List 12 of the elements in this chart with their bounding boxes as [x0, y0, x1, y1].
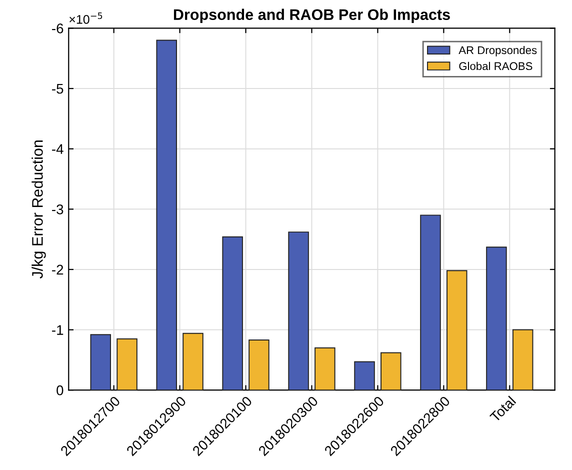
- text: ×10$^{−5}$: [70, 12, 102, 24]
- y-tick-label: -2: [52, 264, 64, 274]
- y-axis-title: J/kg Error Reduction: [32, 140, 46, 279]
- y-tick-label: -4: [52, 144, 64, 154]
- chart-title: Dropsonde and RAOB Per Ob Impacts: [174, 8, 450, 24]
- y-tick-label: -5: [52, 84, 64, 94]
- y-tick-label: -1: [52, 325, 64, 335]
- legend-label: AR Dropsondes: [458, 46, 537, 56]
- y-tick-label: 0: [56, 385, 64, 396]
- y-tick-label: -3: [52, 204, 64, 214]
- y-tick-label: -6: [52, 24, 64, 34]
- legend-label: Global RAOBS: [459, 62, 532, 70]
